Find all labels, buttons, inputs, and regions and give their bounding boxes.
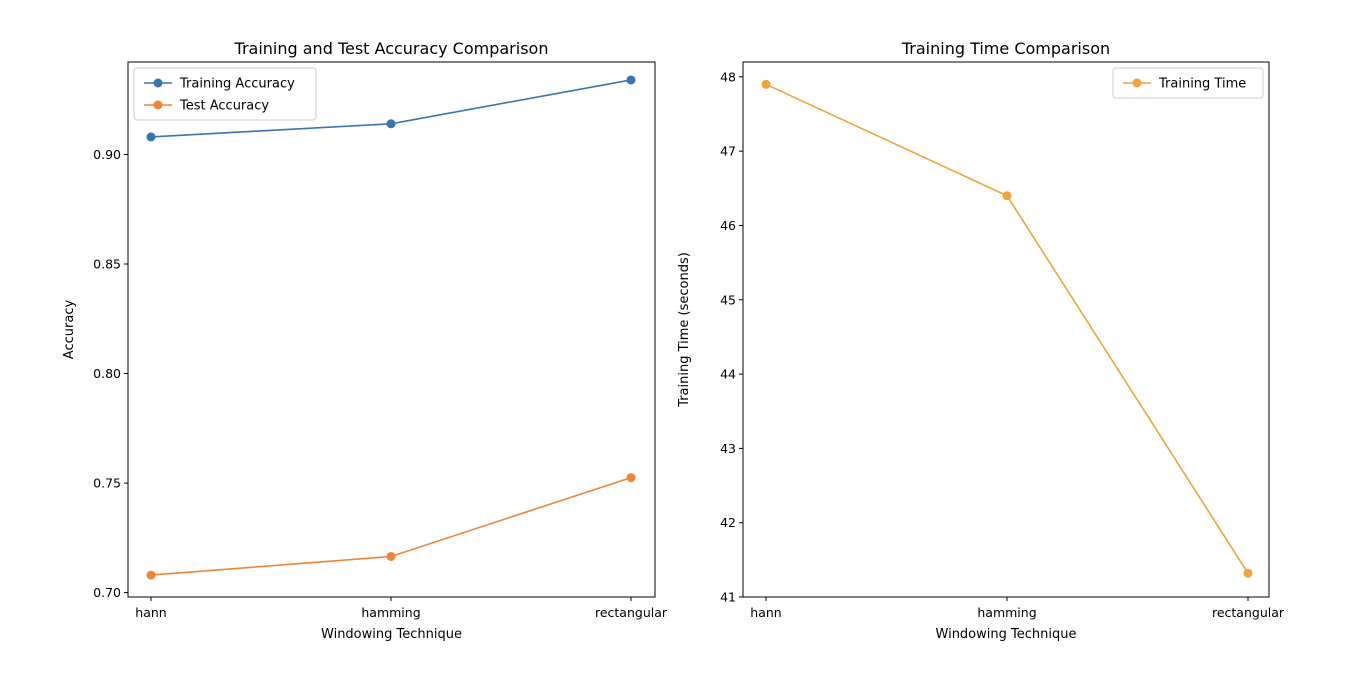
data-point — [146, 570, 156, 580]
legend-swatch-marker — [153, 100, 163, 110]
y-tick-label: 48 — [720, 69, 736, 84]
x-tick-label: hann — [135, 605, 166, 620]
axes-frame — [742, 61, 1270, 598]
data-point — [1243, 568, 1253, 578]
plot-area: 41 42 43 44 45 46 47 48 hann hamming rectangular — [720, 61, 1285, 620]
axes-frame — [127, 61, 656, 598]
x-axis-label: Windowing Technique — [321, 627, 462, 642]
legend-label: Test Accuracy — [179, 99, 269, 114]
x-tick-label: hann — [750, 605, 781, 620]
y-tick-label: 0.70 — [93, 585, 121, 600]
y-tick-label: 41 — [720, 590, 736, 605]
y-tick-label: 43 — [720, 441, 736, 456]
y-tick-label: 47 — [720, 144, 736, 159]
y-tick-label: 46 — [720, 218, 736, 233]
accuracy-chart: Training and Test Accuracy Comparison Wi… — [62, 39, 668, 642]
y-tick-label: 42 — [720, 515, 736, 530]
data-point — [761, 79, 771, 89]
training-time-chart: Training Time Comparison Windowing Techn… — [677, 39, 1285, 642]
x-tick-label: hamming — [361, 605, 420, 620]
plot-area: 0.70 0.75 0.80 0.85 0.90 hann hamming rectangul… — [93, 61, 668, 620]
data-point — [1002, 191, 1012, 201]
y-tick-label: 0.90 — [93, 147, 121, 162]
chart-title: Training Time Comparison — [901, 39, 1110, 58]
legend-swatch-marker — [1132, 78, 1142, 88]
legend-label: Training Accuracy — [179, 77, 295, 92]
x-tick-label: rectangular — [595, 605, 668, 620]
data-point — [386, 551, 396, 561]
data-point — [626, 473, 636, 483]
legend: Training Time — [1112, 67, 1264, 99]
y-tick-label: 44 — [720, 367, 736, 382]
y-axis-label: Accuracy — [62, 300, 77, 360]
x-axis-label: Windowing Technique — [936, 627, 1077, 642]
legend-box — [1112, 67, 1264, 99]
chart-title: Training and Test Accuracy Comparison — [234, 39, 549, 58]
x-tick-label: hamming — [977, 605, 1036, 620]
data-point — [626, 75, 636, 85]
y-axis-label: Training Time (seconds) — [677, 252, 692, 408]
legend-label: Training Time — [1158, 77, 1246, 92]
y-tick-label: 45 — [720, 292, 736, 307]
y-tick-label: 0.80 — [93, 366, 121, 381]
data-point — [386, 119, 396, 129]
legend: Training Accuracy Test Accuracy — [133, 67, 317, 121]
y-tick-label: 0.75 — [93, 476, 121, 491]
y-tick-label: 0.85 — [93, 256, 121, 271]
series-line — [765, 83, 1249, 574]
x-tick-label: rectangular — [1212, 605, 1285, 620]
data-point — [146, 132, 156, 142]
legend-swatch-marker — [153, 78, 163, 88]
legend-box — [133, 67, 317, 121]
